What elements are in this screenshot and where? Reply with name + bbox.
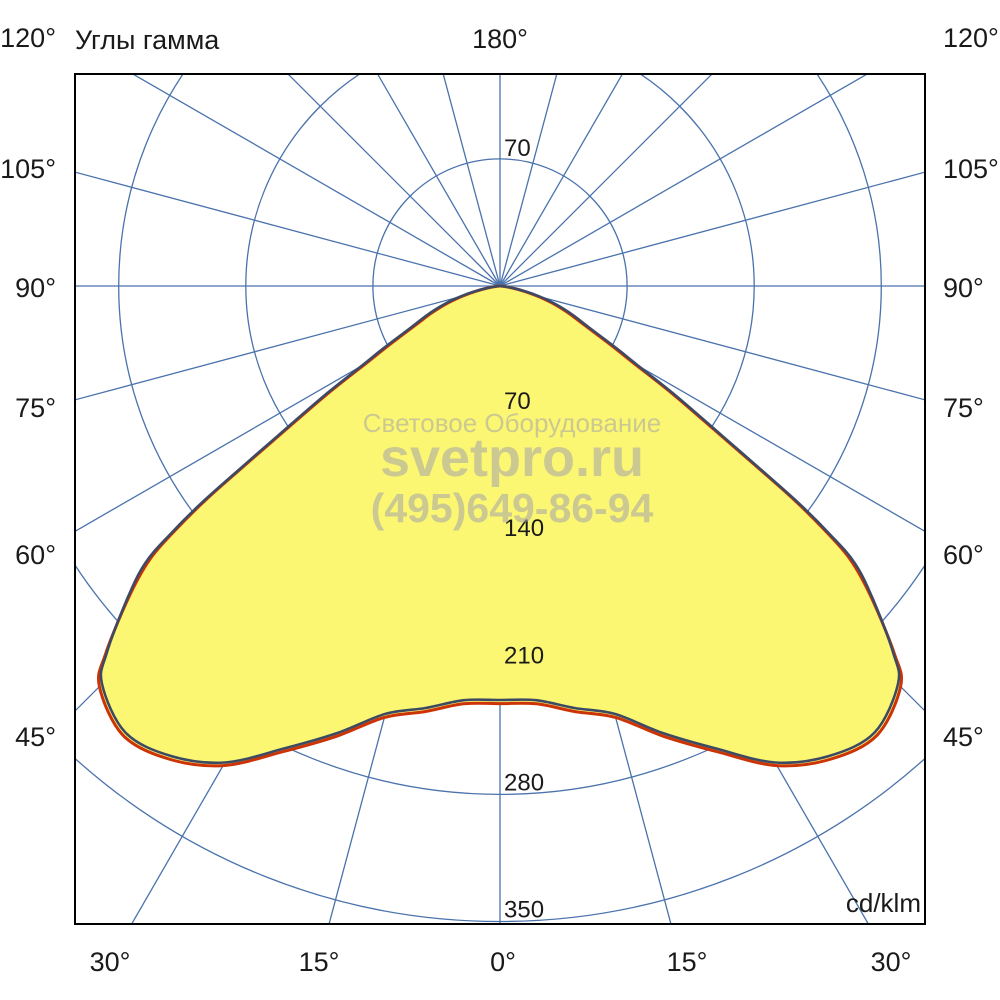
angle-label-top: 180°	[472, 24, 528, 54]
angle-label-left: 45°	[15, 722, 56, 752]
angle-ray	[75, 285, 501, 533]
plot-border	[74, 73, 926, 925]
angle-label-right: 45°	[943, 722, 984, 752]
angle-ray	[131, 74, 501, 287]
angle-ray	[499, 171, 925, 287]
angle-ray	[376, 74, 501, 287]
ring-label: 70	[504, 388, 531, 415]
angle-label-right: 75°	[943, 393, 984, 423]
angle-ray	[499, 74, 624, 287]
angle-labels: 120° 105° 90° 75° 60° 45° 120° 105° 90° 75° 60° 45°…	[0, 23, 999, 977]
angle-label-bottom: 30°	[90, 947, 131, 977]
intensity-fill	[98, 286, 902, 766]
angle-label-right: 105°	[943, 154, 999, 184]
intensity-curve-c90-c270	[99, 284, 901, 765]
angle-label-right: 60°	[943, 540, 984, 570]
units-label: cd/klm	[846, 888, 921, 918]
angle-ray	[75, 171, 501, 287]
angle-label-bottom: 15°	[667, 947, 708, 977]
angle-label-right: 90°	[943, 273, 984, 303]
angle-label-bottom: 0°	[490, 947, 516, 977]
angle-ray	[499, 74, 713, 287]
ring-label: 280	[504, 769, 544, 796]
angle-label-right: 120°	[943, 23, 999, 53]
angle-label-left: 90°	[15, 273, 56, 303]
watermark-line2: svetpro.ru	[380, 428, 644, 488]
angle-label-left: 105°	[0, 154, 56, 184]
angle-label-left: 60°	[15, 540, 56, 570]
ring-labels: 70 70 140 210 280 350	[504, 135, 544, 924]
watermark-line3: (495)649-86-94	[371, 485, 654, 531]
angle-label-bottom: 30°	[871, 947, 912, 977]
watermark: Световое Оборудованиеsvetpro.ru(495)649-…	[363, 408, 661, 531]
angle-ray	[287, 74, 501, 287]
ring-label: 70	[504, 135, 531, 162]
ring-label: 350	[504, 897, 544, 924]
chart-title: Углы гамма	[75, 25, 220, 55]
angle-ray	[499, 74, 869, 287]
watermark-line1: Световое Оборудование	[363, 408, 661, 438]
angle-ray	[499, 285, 925, 533]
angle-ray	[499, 285, 925, 401]
ring-label: 140	[504, 515, 544, 542]
angle-ray	[75, 285, 501, 401]
intensity-curves	[96, 284, 904, 768]
ring-label: 210	[504, 642, 544, 669]
angle-label-bottom: 15°	[299, 947, 340, 977]
angle-label-left: 75°	[15, 393, 56, 423]
angle-label-left: 120°	[0, 23, 56, 53]
